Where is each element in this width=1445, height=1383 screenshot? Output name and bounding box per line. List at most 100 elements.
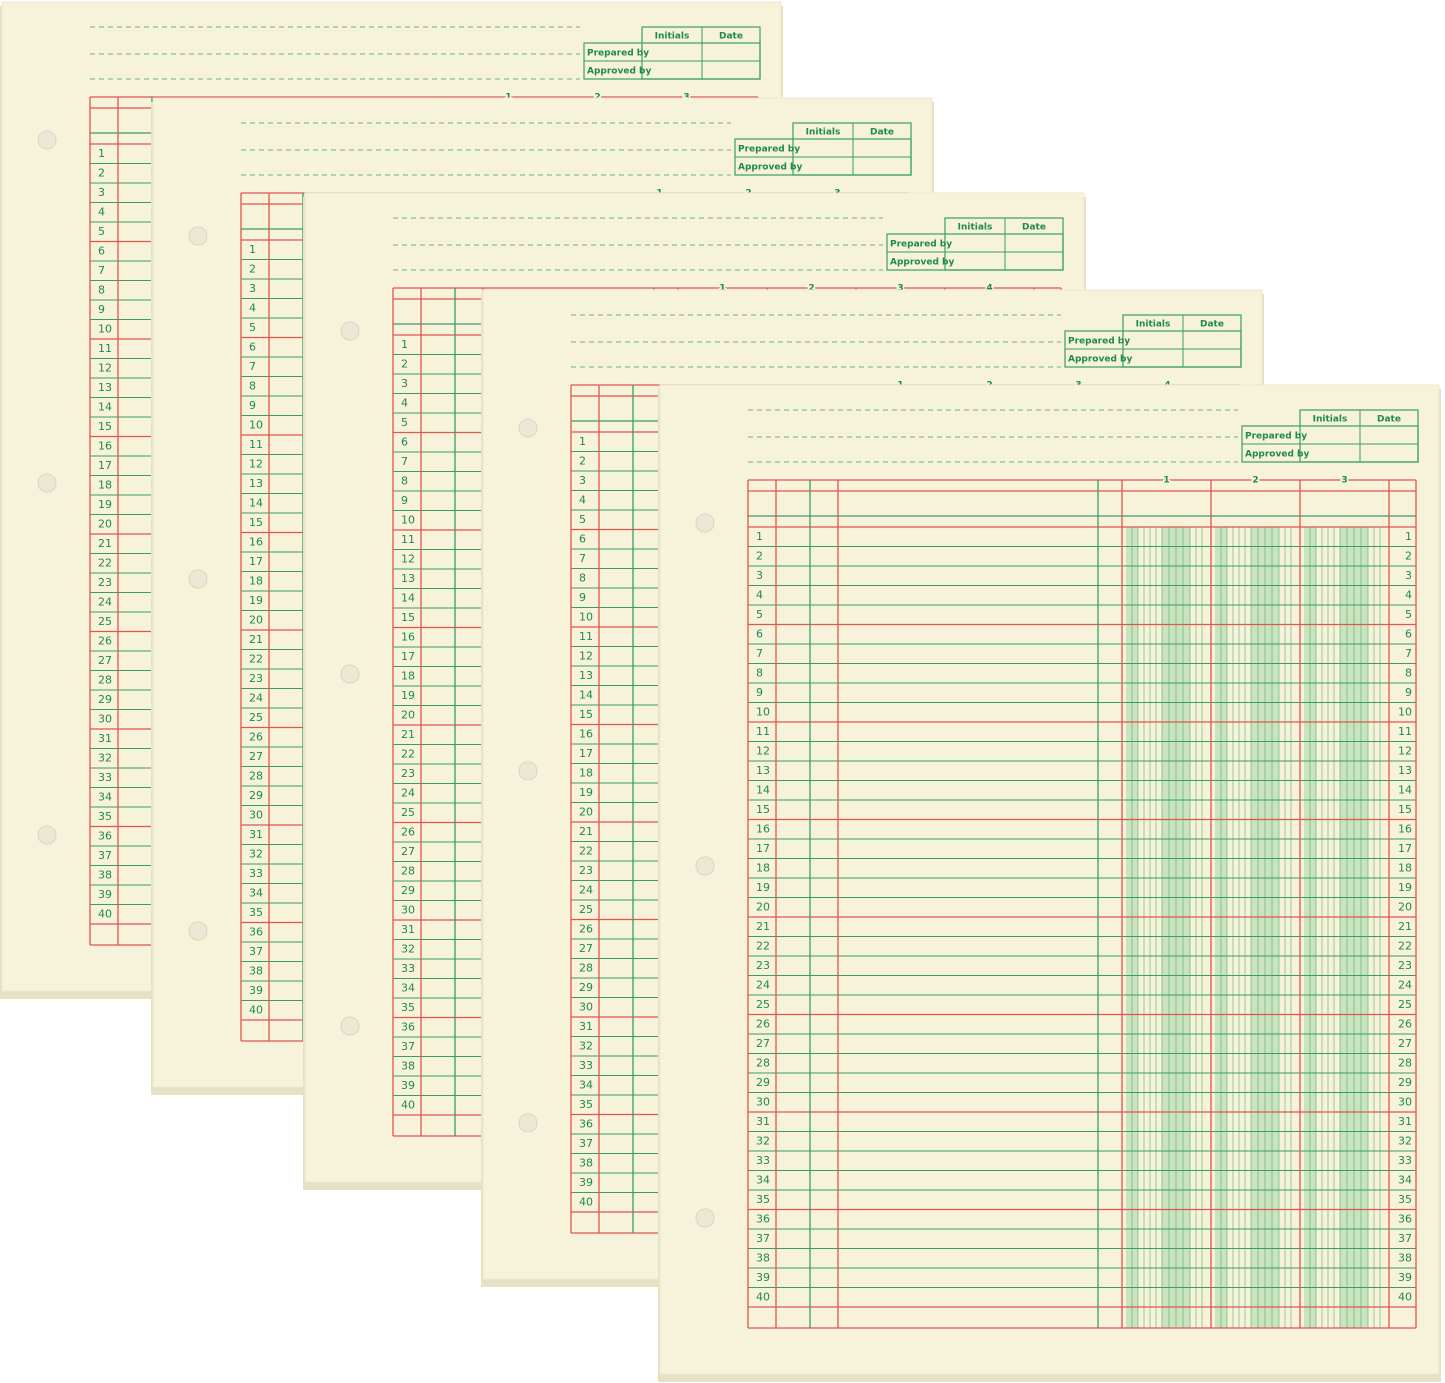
row-number: 2 <box>249 262 256 275</box>
initials-label: Initials <box>1313 415 1348 425</box>
row-number: 3 <box>98 186 105 199</box>
row-number: 34 <box>579 1078 593 1091</box>
punch-hole <box>37 130 57 150</box>
row-number-right: 3 <box>1405 569 1412 582</box>
row-number: 10 <box>579 610 593 623</box>
row-number-right: 26 <box>1398 1017 1412 1030</box>
row-number: 14 <box>579 688 593 701</box>
row-number-right: 24 <box>1398 978 1412 991</box>
row-number: 5 <box>579 513 586 526</box>
row-number: 8 <box>98 283 105 296</box>
row-number: 34 <box>249 886 263 899</box>
row-number: 3 <box>756 569 763 582</box>
initials-label: Initials <box>958 223 993 233</box>
row-number: 1 <box>401 338 408 351</box>
row-number-right: 31 <box>1398 1115 1412 1128</box>
row-number: 33 <box>579 1059 593 1072</box>
row-number: 30 <box>249 808 263 821</box>
row-number: 18 <box>98 478 112 491</box>
row-number: 39 <box>401 1079 415 1092</box>
row-number: 14 <box>98 400 112 413</box>
row-number: 4 <box>98 205 105 218</box>
row-number: 13 <box>756 764 770 777</box>
row-number: 35 <box>401 1001 415 1014</box>
row-number: 6 <box>98 244 105 257</box>
row-number: 21 <box>401 728 415 741</box>
row-number: 28 <box>756 1056 770 1069</box>
row-number: 2 <box>401 357 408 370</box>
row-number-right: 7 <box>1405 647 1412 660</box>
row-number: 35 <box>98 810 112 823</box>
row-number: 24 <box>756 978 770 991</box>
punch-hole <box>340 321 360 341</box>
row-number-right: 33 <box>1398 1154 1412 1167</box>
row-number-right: 10 <box>1398 705 1412 718</box>
row-number: 37 <box>98 849 112 862</box>
row-number: 25 <box>249 711 263 724</box>
row-number: 40 <box>579 1195 593 1208</box>
row-number: 9 <box>98 303 105 316</box>
row-number-right: 4 <box>1405 588 1412 601</box>
row-number-right: 39 <box>1398 1271 1412 1284</box>
row-number: 5 <box>98 225 105 238</box>
row-number-right: 20 <box>1398 900 1412 913</box>
row-number: 16 <box>756 822 770 835</box>
row-number: 34 <box>98 790 112 803</box>
row-number: 38 <box>98 868 112 881</box>
row-number: 13 <box>98 381 112 394</box>
row-number: 25 <box>401 806 415 819</box>
row-number: 33 <box>401 962 415 975</box>
row-number: 16 <box>401 630 415 643</box>
punch-hole <box>518 418 538 438</box>
row-number: 27 <box>98 654 112 667</box>
row-number: 26 <box>98 634 112 647</box>
row-number-right: 38 <box>1398 1251 1412 1264</box>
row-number: 21 <box>98 537 112 550</box>
row-number: 16 <box>98 439 112 452</box>
row-number-right: 28 <box>1398 1056 1412 1069</box>
column-number: 3 <box>1341 476 1347 486</box>
row-number: 19 <box>756 881 770 894</box>
row-number-right: 23 <box>1398 959 1412 972</box>
row-number: 30 <box>579 1000 593 1013</box>
row-number: 10 <box>249 418 263 431</box>
row-number: 31 <box>756 1115 770 1128</box>
column-number: 4 <box>986 284 992 294</box>
row-number: 22 <box>401 747 415 760</box>
date-label: Date <box>719 32 743 42</box>
row-number: 20 <box>401 708 415 721</box>
row-number-right: 22 <box>1398 939 1412 952</box>
column-number: 1 <box>1163 476 1169 486</box>
row-number: 25 <box>98 615 112 628</box>
row-number: 28 <box>249 769 263 782</box>
row-number: 12 <box>401 552 415 565</box>
row-number: 9 <box>401 494 408 507</box>
row-number: 4 <box>249 301 256 314</box>
row-number-right: 17 <box>1398 842 1412 855</box>
prepared-label: Prepared by <box>1068 337 1130 347</box>
punch-hole <box>188 226 208 246</box>
row-number: 1 <box>756 530 763 543</box>
row-number: 7 <box>756 647 763 660</box>
row-number: 35 <box>756 1193 770 1206</box>
punch-hole <box>188 921 208 941</box>
initials-label: Initials <box>806 128 841 138</box>
row-number: 24 <box>579 883 593 896</box>
row-number: 8 <box>249 379 256 392</box>
row-number-right: 2 <box>1405 549 1412 562</box>
punch-hole <box>37 825 57 845</box>
row-number: 1 <box>249 243 256 256</box>
row-number-right: 40 <box>1398 1290 1412 1303</box>
row-number: 36 <box>579 1117 593 1130</box>
row-number-right: 27 <box>1398 1037 1412 1050</box>
row-number-right: 15 <box>1398 803 1412 816</box>
row-number: 13 <box>401 572 415 585</box>
approved-label: Approved by <box>587 67 651 77</box>
row-number: 37 <box>249 945 263 958</box>
row-number: 10 <box>401 513 415 526</box>
row-number-right: 21 <box>1398 920 1412 933</box>
row-number: 23 <box>401 767 415 780</box>
row-number: 15 <box>579 708 593 721</box>
row-number-right: 8 <box>1405 666 1412 679</box>
